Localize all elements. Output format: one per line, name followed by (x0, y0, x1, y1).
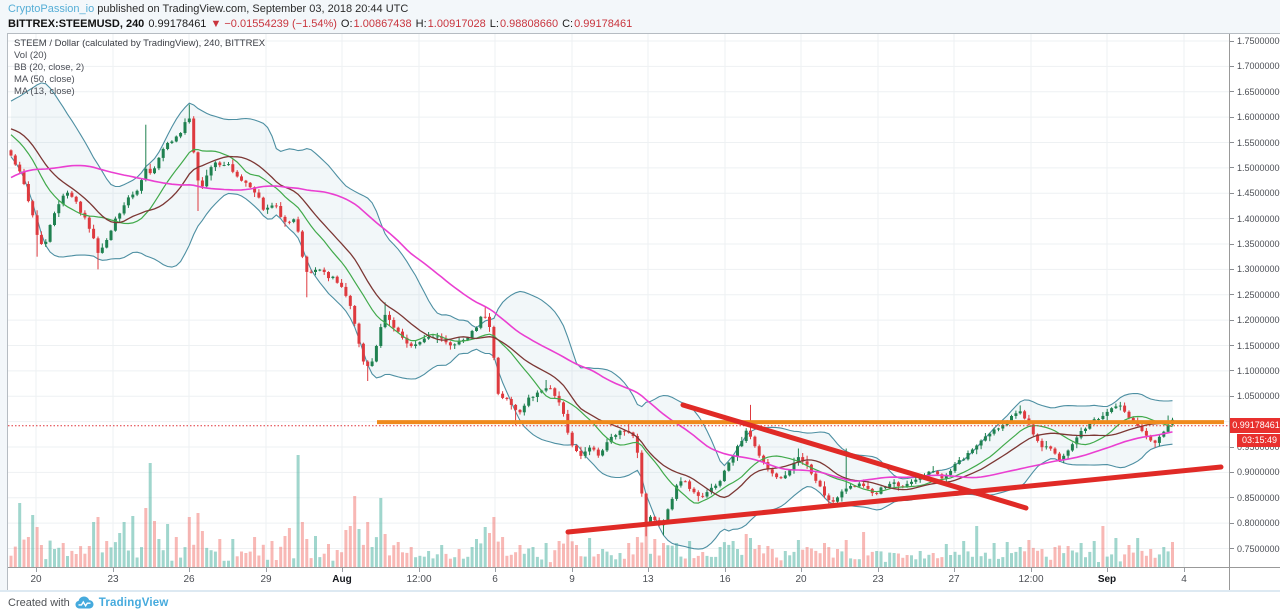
time-tick-label: 29 (260, 574, 272, 585)
price-axis[interactable]: 0.99178461 03:15:49 1.75000000 1.70000000… (1229, 34, 1280, 591)
time-tick-mark (1031, 568, 1032, 572)
price-tick-label: 1.40000000 (1237, 213, 1280, 224)
price-tick-label: 1.10000000 (1237, 365, 1280, 376)
created-with-label: Created with (8, 596, 70, 609)
time-tick-label: 9 (569, 574, 575, 585)
price-tick-label: 1.50000000 (1237, 162, 1280, 173)
price-tick-label: 1.65000000 (1237, 86, 1280, 97)
time-tick-mark (36, 568, 37, 572)
time-tick-label: 20 (30, 574, 42, 585)
author-link[interactable]: CryptoPassion_io (8, 3, 95, 15)
price-tick-mark (1230, 268, 1234, 270)
time-tick-mark (266, 568, 267, 572)
price-tick-mark (1230, 243, 1234, 245)
time-tick-label: 26 (183, 574, 195, 585)
time-tick-mark (954, 568, 955, 572)
price-tick-mark (1230, 167, 1234, 169)
price-tick-mark (1230, 319, 1234, 321)
price-tick-mark (1230, 40, 1234, 42)
time-tick-label: Sep (1097, 574, 1117, 585)
ticker-segment: 0.99178461 (574, 18, 633, 30)
price-tick-label: 1.55000000 (1237, 137, 1280, 148)
time-tick-mark (495, 568, 496, 572)
time-tick-label: 27 (948, 574, 960, 585)
time-tick-mark (1184, 568, 1185, 572)
time-tick-mark (878, 568, 879, 572)
time-tick-label: 16 (719, 574, 731, 585)
time-tick-label: 23 (872, 574, 884, 585)
publish-line: CryptoPassion_io published on TradingVie… (8, 2, 636, 16)
price-tick-label: 1.05000000 (1237, 391, 1280, 402)
time-tick-label: 12:00 (1018, 574, 1044, 585)
publish-header: CryptoPassion_io published on TradingVie… (8, 2, 636, 31)
ticker-segment: 1.00867438 (353, 18, 412, 30)
price-tick-mark (1230, 65, 1234, 67)
price-tick-mark (1230, 395, 1234, 397)
price-tick-label: 1.15000000 (1237, 340, 1280, 351)
ticker-segment: O: (340, 18, 353, 30)
price-tick-label: 1.30000000 (1237, 264, 1280, 275)
time-tick-mark (419, 568, 420, 572)
price-tick-mark (1230, 91, 1234, 93)
price-tick-mark (1230, 294, 1234, 296)
time-tick-label: 23 (107, 574, 119, 585)
chart-canvas[interactable] (8, 34, 1229, 567)
time-tick-mark (1107, 568, 1108, 572)
ticker-segment: C: (562, 18, 574, 30)
footer-bar: Created with TradingView (0, 590, 1280, 613)
time-tick-mark (572, 568, 573, 572)
price-tick-mark (1230, 218, 1234, 220)
time-tick-label: 13 (642, 574, 654, 585)
time-tick-label: Aug (332, 574, 352, 585)
price-tick-mark (1230, 497, 1234, 499)
time-tick-label: 20 (795, 574, 807, 585)
price-tick-label: 0.80000000 (1237, 518, 1280, 529)
price-tick-mark (1230, 116, 1234, 118)
last-price-tag: 0.99178461 (1230, 418, 1280, 434)
price-tick-mark (1230, 142, 1234, 143)
time-tick-label: 4 (1181, 574, 1187, 585)
price-tick-label: 1.60000000 (1237, 112, 1280, 123)
price-tick-label: 0.90000000 (1237, 467, 1280, 478)
tradingview-link[interactable]: TradingView (98, 596, 169, 609)
price-tick-mark (1230, 446, 1234, 448)
ticker-segment: H: (415, 18, 427, 30)
price-tick-mark (1230, 471, 1234, 473)
price-tick-label: 0.75000000 (1237, 543, 1280, 554)
ticker-segment: 0.98808660 (499, 18, 559, 30)
price-tick-label: 0.85000000 (1237, 492, 1280, 503)
price-tick-label: 1.25000000 (1237, 289, 1280, 300)
price-tick-mark (1230, 370, 1234, 372)
axis-corner-divider (1230, 567, 1280, 568)
price-tick-label: 1.45000000 (1237, 188, 1280, 199)
price-tick-label: 1.75000000 (1237, 36, 1280, 46)
time-axis[interactable]: 20 23 26 29 Aug 12:00 6 9 13 16 20 23 27 12:00 Sep 4 (8, 567, 1229, 591)
price-tick-mark (1230, 345, 1234, 346)
price-tick-label: 1.35000000 (1237, 239, 1280, 249)
price-tick-label: 1.20000000 (1237, 315, 1280, 326)
price-tick-mark (1230, 192, 1234, 194)
bar-countdown: 03:15:49 (1237, 434, 1280, 448)
time-tick-mark (342, 568, 343, 572)
time-tick-mark (648, 568, 649, 572)
time-tick-mark (189, 568, 190, 572)
ticker-segment: 0.99178461 (148, 18, 207, 30)
price-tick-mark (1230, 522, 1234, 524)
time-tick-label: 6 (492, 574, 498, 585)
time-tick-label: 12:00 (406, 574, 432, 585)
time-tick-mark (113, 568, 114, 572)
price-tick-mark (1230, 548, 1234, 549)
time-tick-mark (725, 568, 726, 572)
chart-panel: STEEM / Dollar (calculated by TradingVie… (7, 33, 1280, 591)
publish-text: published on TradingView.com, September … (97, 3, 409, 15)
ticker-segment: 1.00917028 (427, 18, 486, 30)
tradingview-cloud-icon (75, 596, 94, 609)
price-tick-label: 1.70000000 (1237, 61, 1280, 72)
ticker-segment: L: (489, 18, 499, 30)
time-tick-mark (801, 568, 802, 572)
ticker-segment: ▼ −0.01554239 (−1.54%) (210, 18, 337, 30)
ticker-line: BITTREX:STEEMUSD, 240 0.99178461 ▼ −0.0155… (8, 17, 636, 31)
ticker-segment: BITTREX:STEEMUSD, 240 (8, 18, 145, 30)
